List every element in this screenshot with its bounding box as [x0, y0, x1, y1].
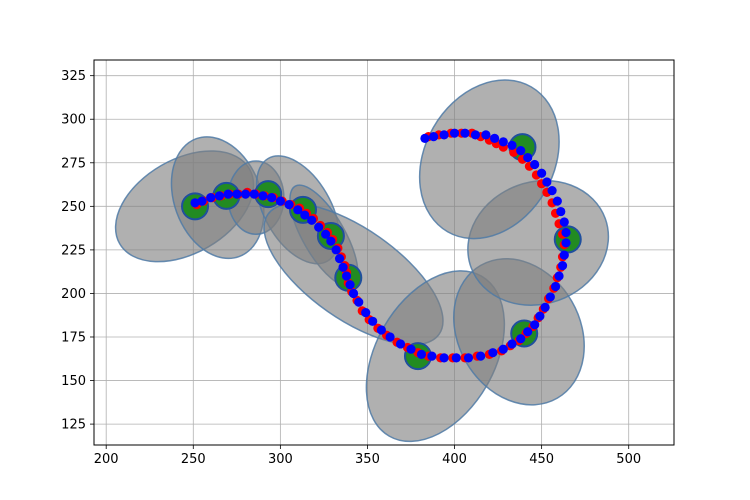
series-blue-point [416, 349, 427, 360]
series-blue-point [460, 128, 470, 138]
trajectory-series [190, 128, 571, 363]
series-blue-point [557, 260, 568, 271]
y-tick-label: 250 [61, 200, 86, 215]
series-blue-point [439, 130, 449, 140]
series-blue-point [523, 152, 533, 163]
series-blue-point [249, 189, 259, 199]
series-blue-point [341, 271, 352, 281]
series-blue-point [463, 353, 474, 363]
x-tick-label: 300 [268, 452, 293, 467]
series-blue-point [427, 351, 437, 361]
series-blue-point [429, 132, 439, 142]
series-blue-point [300, 210, 310, 220]
series-blue-point [197, 196, 207, 206]
series-blue [190, 128, 571, 363]
series-blue-point [331, 245, 341, 255]
y-tick-label: 275 [61, 156, 86, 171]
series-blue-point [530, 320, 540, 330]
series-blue-point [338, 262, 348, 272]
series-blue-point [240, 189, 251, 199]
series-blue-point [334, 253, 345, 264]
series-blue-point [314, 222, 324, 232]
series-blue-point [284, 199, 294, 210]
series-blue-point [552, 196, 562, 206]
x-tick-label: 200 [94, 452, 119, 467]
series-blue-point [561, 227, 571, 238]
series-blue-point [559, 250, 569, 260]
series-blue-point [550, 281, 561, 292]
series-blue-point [451, 353, 461, 363]
series-blue-point [556, 206, 566, 217]
y-tick-label: 150 [61, 374, 86, 389]
series-blue-point [516, 145, 526, 156]
series-blue-point [545, 292, 555, 302]
series-blue-point [516, 334, 526, 344]
series-blue-point [376, 325, 386, 335]
series-blue-point [481, 130, 491, 140]
series-blue-point [232, 189, 242, 199]
y-tick-label: 300 [61, 113, 86, 128]
series-blue-point [540, 302, 550, 312]
y-tick-label: 175 [61, 330, 86, 345]
series-blue-point [498, 344, 508, 354]
series-blue-point [223, 189, 233, 199]
series-blue-point [476, 351, 486, 361]
series-blue-point [507, 339, 517, 349]
x-tick-label: 500 [616, 452, 641, 467]
series-blue-point [535, 311, 545, 321]
series-blue-point [542, 177, 552, 187]
series-blue-point [368, 316, 378, 326]
x-tick-label: 450 [529, 452, 554, 467]
series-blue-point [554, 271, 564, 281]
series-blue-point [490, 133, 500, 143]
series-blue-point [547, 186, 557, 196]
y-tick-label: 225 [61, 243, 86, 258]
series-blue-point [488, 348, 498, 358]
series-blue-point [361, 308, 371, 318]
series-blue-point [559, 217, 569, 227]
series-blue-point [307, 215, 317, 225]
series-blue-point [354, 297, 364, 307]
series-blue-point [385, 332, 395, 342]
series-blue-point [293, 205, 303, 215]
series-blue-point [561, 238, 571, 248]
series-blue-point [406, 344, 416, 354]
y-tick-label: 200 [61, 287, 86, 302]
series-blue-point [470, 130, 481, 140]
series-blue-point [214, 191, 225, 201]
y-tick-label: 325 [61, 69, 86, 84]
series-blue-point [530, 159, 540, 170]
series-blue-point [348, 288, 359, 299]
series-blue-point [275, 196, 285, 206]
series-red-point [509, 147, 519, 157]
series-blue-point [267, 193, 277, 203]
plot-frame [93, 59, 675, 446]
series-blue-point [345, 280, 355, 290]
series-blue-point [190, 198, 200, 208]
series-blue-point [258, 191, 268, 201]
series-blue-point [321, 229, 331, 239]
series-blue-point [507, 140, 517, 150]
x-tick-label: 350 [355, 452, 380, 467]
series-blue-point [420, 133, 430, 143]
series-blue-point [206, 193, 216, 203]
series-blue-point [498, 137, 508, 147]
series-blue-point [537, 168, 547, 178]
x-tick-label: 250 [181, 452, 206, 467]
y-tick-label: 125 [61, 418, 86, 433]
x-tick-label: 400 [442, 452, 467, 467]
series-blue-point [395, 339, 406, 349]
series-blue-point [523, 327, 533, 337]
axis-ticks: 200 250 300 350 400 450 500 125 150 175 200 225 250 2… [61, 69, 641, 467]
series-blue-point [439, 353, 449, 363]
series-blue-point [326, 236, 336, 246]
series-blue-point [449, 128, 460, 138]
